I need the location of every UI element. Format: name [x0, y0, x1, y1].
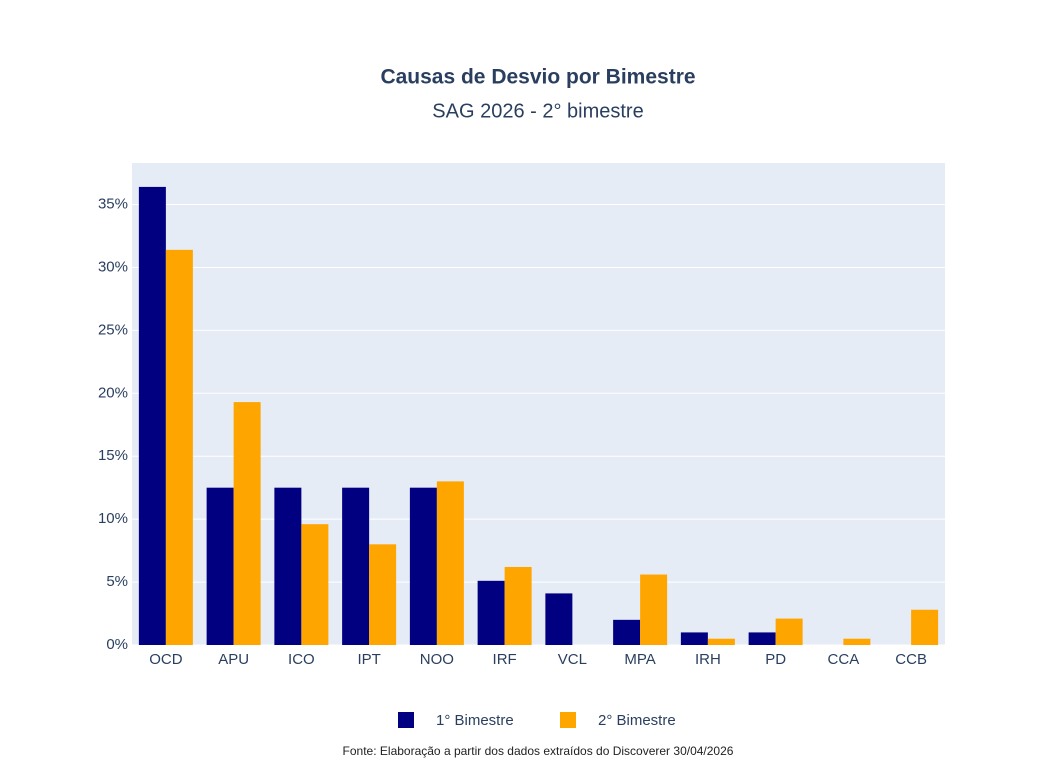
x-tick-label: IRH — [695, 651, 721, 668]
x-tick-label: CCA — [828, 651, 860, 668]
y-tick-label: 15% — [98, 447, 128, 464]
y-tick-label: 0% — [106, 636, 128, 653]
x-tick-label: MPA — [624, 651, 655, 668]
bar — [748, 632, 776, 645]
x-tick-label: NOO — [420, 651, 454, 668]
y-tick-label: 20% — [98, 384, 128, 401]
x-tick-label: VCL — [558, 651, 587, 668]
legend-label: 2° Bimestre — [598, 712, 676, 729]
y-tick-label: 10% — [98, 510, 128, 527]
x-tick-label: IRF — [493, 651, 517, 668]
y-tick-label: 25% — [98, 321, 128, 338]
bar — [640, 574, 668, 645]
chart-title: Causas de Desvio por Bimestre — [380, 66, 695, 89]
chart-subtitle: SAG 2026 - 2° bimestre — [432, 100, 643, 122]
plot-area — [132, 163, 945, 645]
bar — [613, 619, 641, 645]
legend-swatch — [560, 712, 576, 728]
bar — [274, 487, 302, 645]
bar — [138, 186, 166, 645]
source-note: Fonte: Elaboração a partir dos dados ext… — [343, 744, 734, 758]
bar — [545, 593, 573, 645]
bar — [233, 402, 261, 645]
bar — [477, 580, 505, 645]
bar — [342, 487, 370, 645]
x-tick-label: OCD — [149, 651, 183, 668]
bar — [369, 544, 397, 645]
x-tick-label: PD — [765, 651, 786, 668]
bar — [775, 618, 803, 645]
bar — [165, 249, 193, 645]
bar — [436, 481, 464, 645]
legend-swatch — [398, 712, 414, 728]
legend-label: 1° Bimestre — [436, 712, 514, 729]
bar — [504, 566, 532, 645]
x-tick-label: CCB — [895, 651, 927, 668]
bar — [680, 632, 708, 645]
bar — [707, 638, 735, 645]
y-tick-label: 5% — [106, 573, 128, 590]
bar — [206, 487, 234, 645]
y-tick-label: 35% — [98, 195, 128, 212]
x-tick-label: IPT — [357, 651, 380, 668]
bar — [301, 524, 329, 645]
x-tick-label: APU — [218, 651, 249, 668]
bar — [409, 487, 437, 645]
bar — [911, 609, 939, 645]
y-tick-label: 30% — [98, 258, 128, 275]
bar — [843, 638, 871, 645]
x-tick-label: ICO — [288, 651, 315, 668]
